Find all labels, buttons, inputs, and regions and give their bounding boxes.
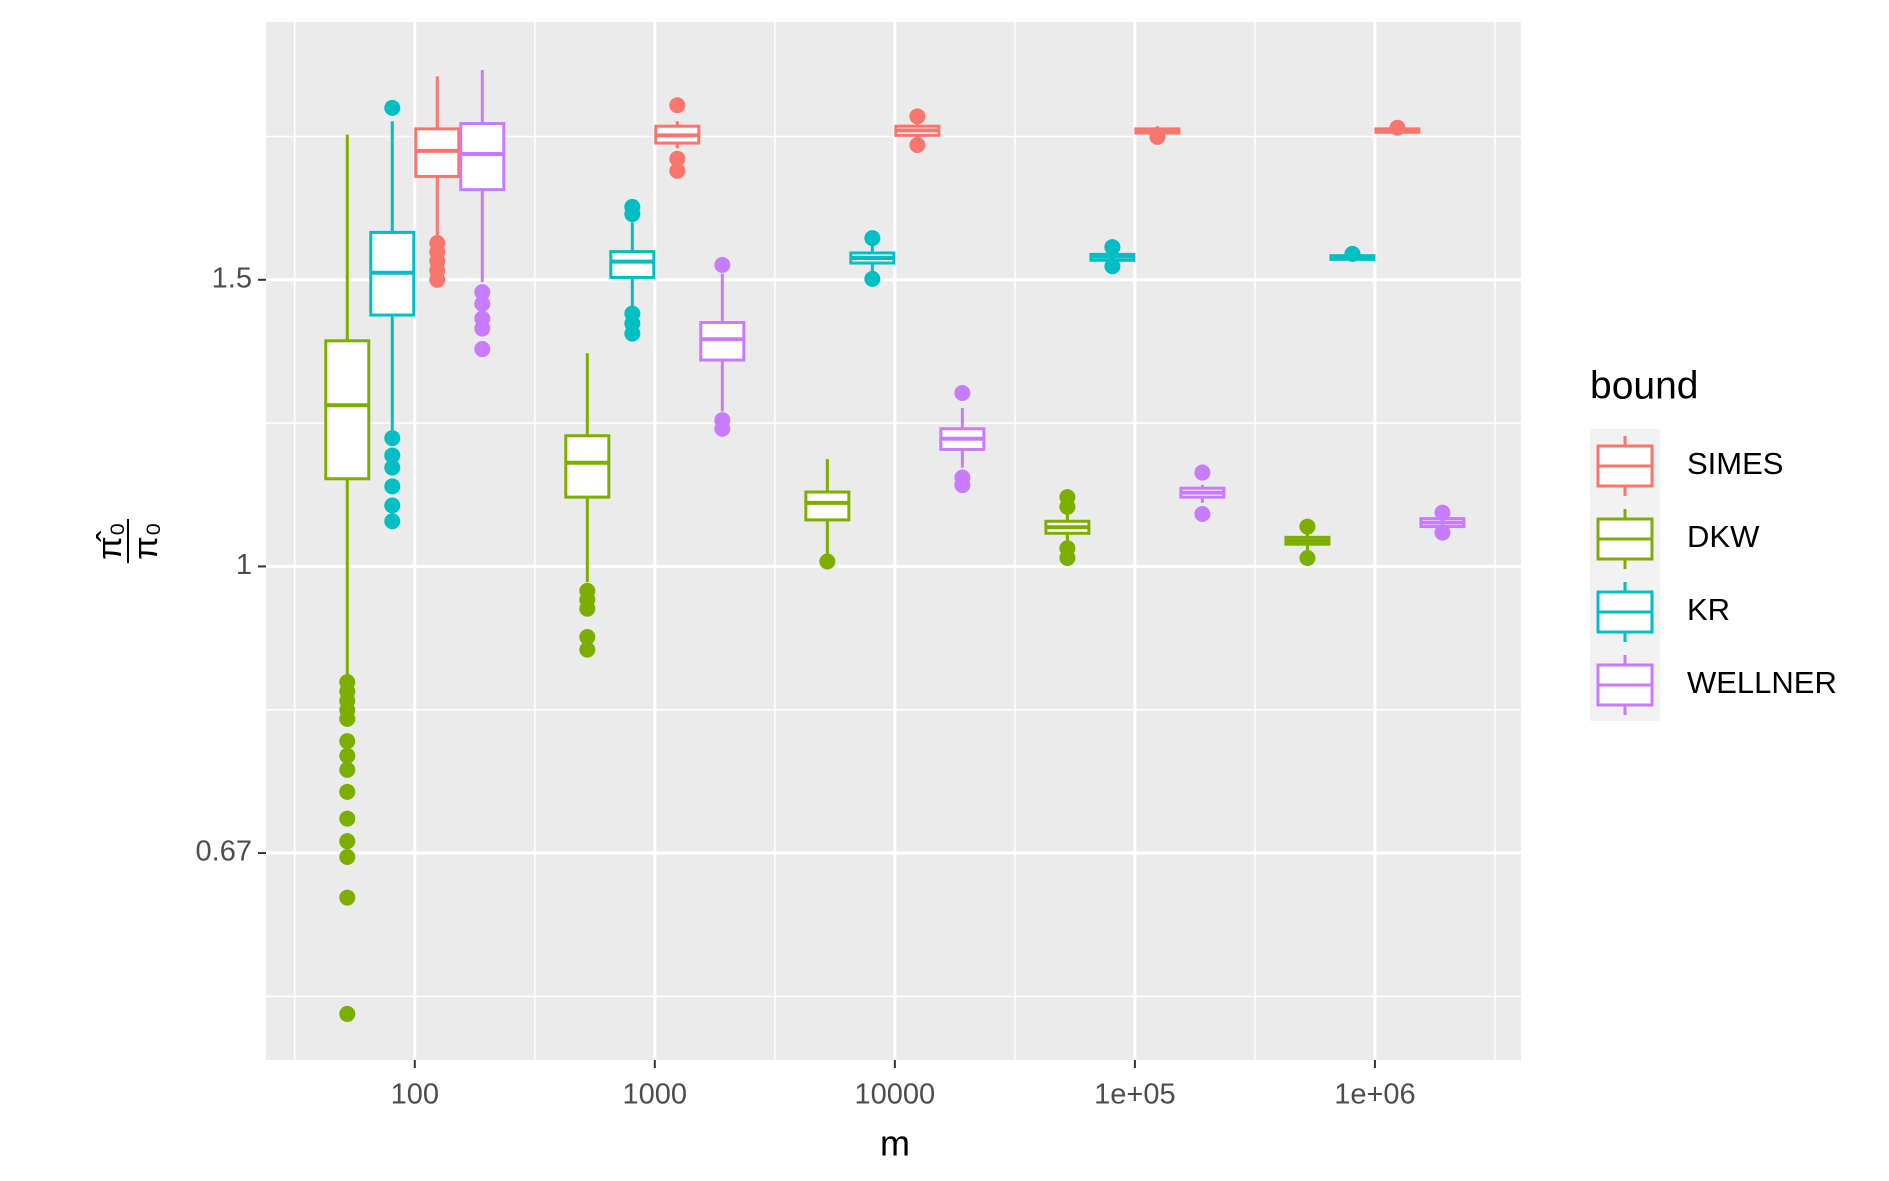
- outlier: [429, 271, 446, 288]
- outlier: [339, 833, 356, 850]
- outlier: [474, 295, 491, 312]
- outlier: [909, 108, 926, 125]
- outlier: [1194, 464, 1211, 481]
- outlier: [474, 341, 491, 358]
- outlier: [339, 810, 356, 827]
- outlier: [1299, 518, 1316, 535]
- grid: [266, 22, 1521, 1060]
- outlier: [339, 889, 356, 906]
- outlier: [384, 447, 401, 464]
- legend-title: bound: [1590, 364, 1698, 407]
- outlier: [1299, 549, 1316, 566]
- outlier: [1434, 524, 1451, 541]
- outlier: [669, 97, 686, 114]
- outlier: [1194, 505, 1211, 522]
- outlier: [669, 162, 686, 179]
- outlier: [339, 733, 356, 750]
- legend-label: WELLNER: [1687, 665, 1837, 700]
- outlier: [954, 385, 971, 402]
- legend-label: KR: [1687, 592, 1730, 627]
- outlier: [1104, 258, 1121, 275]
- box: [459, 122, 506, 192]
- outlier: [714, 420, 731, 437]
- marks: [324, 70, 1466, 1022]
- outlier: [1059, 549, 1076, 566]
- outlier: [384, 99, 401, 116]
- x-tick-label: 10000: [855, 1079, 936, 1111]
- x-tick-label: 1e+05: [1094, 1079, 1175, 1111]
- x-tick-label: 100: [391, 1079, 439, 1111]
- y-title-denominator: π₀: [127, 522, 165, 560]
- outlier: [954, 477, 971, 494]
- outlier: [1104, 239, 1121, 256]
- outlier: [474, 320, 491, 337]
- outlier: [384, 513, 401, 530]
- box: [804, 490, 851, 522]
- outlier: [579, 600, 596, 617]
- outlier: [714, 256, 731, 273]
- y-tick-label: 1.5: [212, 262, 252, 294]
- x-axis-title: m: [880, 1123, 910, 1164]
- outlier: [1389, 119, 1406, 136]
- outlier: [384, 478, 401, 495]
- outlier: [339, 1005, 356, 1022]
- outlier: [909, 137, 926, 154]
- legend-label: SIMES: [1687, 446, 1783, 481]
- outlier: [1059, 498, 1076, 515]
- x-tick-label: 1e+06: [1334, 1079, 1415, 1111]
- outlier: [339, 761, 356, 778]
- outlier: [384, 430, 401, 447]
- outlier: [474, 284, 491, 301]
- outlier: [1434, 504, 1451, 521]
- outlier: [579, 629, 596, 646]
- y-tick-label: 0.67: [196, 836, 252, 868]
- box: [564, 434, 611, 499]
- outlier: [384, 459, 401, 476]
- outlier: [669, 150, 686, 167]
- outlier: [339, 783, 356, 800]
- outlier: [339, 747, 356, 764]
- outlier: [624, 325, 641, 342]
- legend-label: DKW: [1687, 519, 1760, 554]
- outlier: [819, 553, 836, 570]
- outlier: [1344, 245, 1361, 262]
- box: [609, 250, 656, 279]
- outlier: [339, 710, 356, 727]
- y-tick-label: 1: [236, 549, 252, 581]
- y-title-numerator: π̂₀: [91, 522, 129, 560]
- box: [699, 321, 746, 362]
- y-axis-title: π̂₀ π₀: [91, 519, 165, 563]
- x-tick-label: 1000: [623, 1079, 688, 1111]
- outlier: [864, 270, 881, 287]
- outlier: [864, 230, 881, 247]
- outlier: [624, 206, 641, 223]
- outlier: [384, 497, 401, 514]
- box: [324, 339, 371, 481]
- outlier: [339, 848, 356, 865]
- outlier: [1149, 128, 1166, 145]
- outlier: [579, 641, 596, 658]
